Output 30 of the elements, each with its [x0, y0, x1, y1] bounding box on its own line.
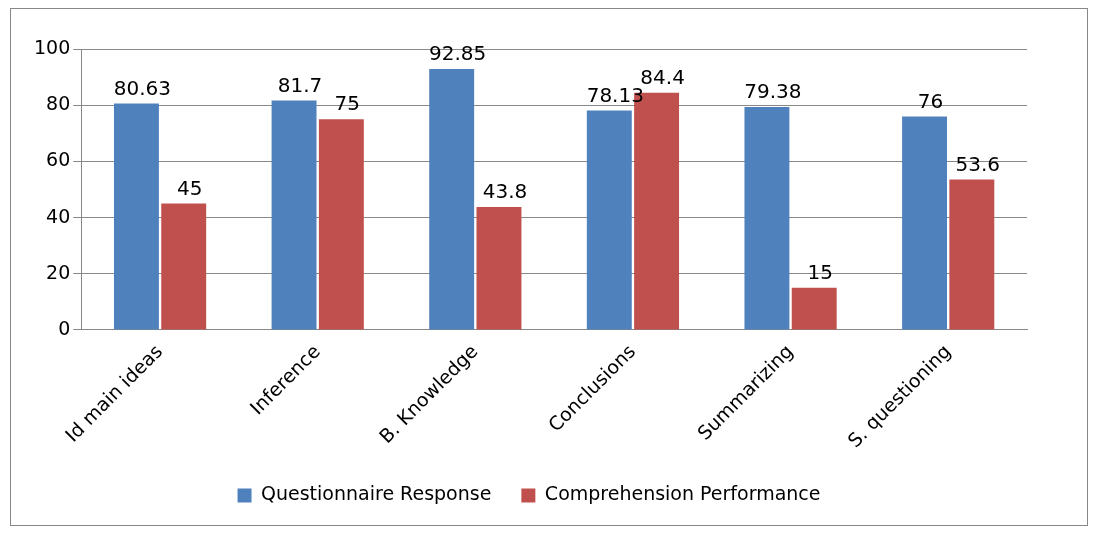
data-label: 81.7: [277, 72, 323, 97]
data-label: 92.85: [429, 41, 487, 66]
bar: [271, 100, 317, 330]
data-label: 76: [917, 88, 944, 113]
data-label: 15: [807, 260, 833, 285]
y-tick-label: 20: [46, 260, 71, 283]
y-tick-label: 100: [34, 35, 71, 58]
bar: [429, 69, 475, 330]
y-tick-label: 80: [46, 92, 71, 115]
legend-label: Comprehension Performance: [544, 482, 821, 505]
bar: [113, 103, 159, 330]
bar: [318, 119, 364, 330]
bar: [791, 287, 837, 330]
data-label: 84.4: [640, 65, 685, 90]
y-tick-label: 0: [58, 316, 71, 339]
legend-label: Questionnaire Response: [261, 482, 492, 505]
data-label: 53.6: [955, 151, 1001, 176]
bar: [161, 203, 207, 330]
bar: [586, 110, 632, 330]
y-tick-label: 60: [46, 148, 71, 171]
y-tick-label: 40: [46, 204, 71, 227]
data-label: 45: [176, 175, 203, 200]
bar: [949, 179, 995, 330]
data-label: 43.8: [482, 179, 528, 204]
bar: [902, 116, 948, 330]
data-label: 80.63: [113, 75, 172, 100]
bar: [744, 106, 790, 330]
data-label: 75: [334, 91, 361, 116]
data-label: 79.38: [744, 79, 802, 104]
bar: [476, 206, 522, 330]
